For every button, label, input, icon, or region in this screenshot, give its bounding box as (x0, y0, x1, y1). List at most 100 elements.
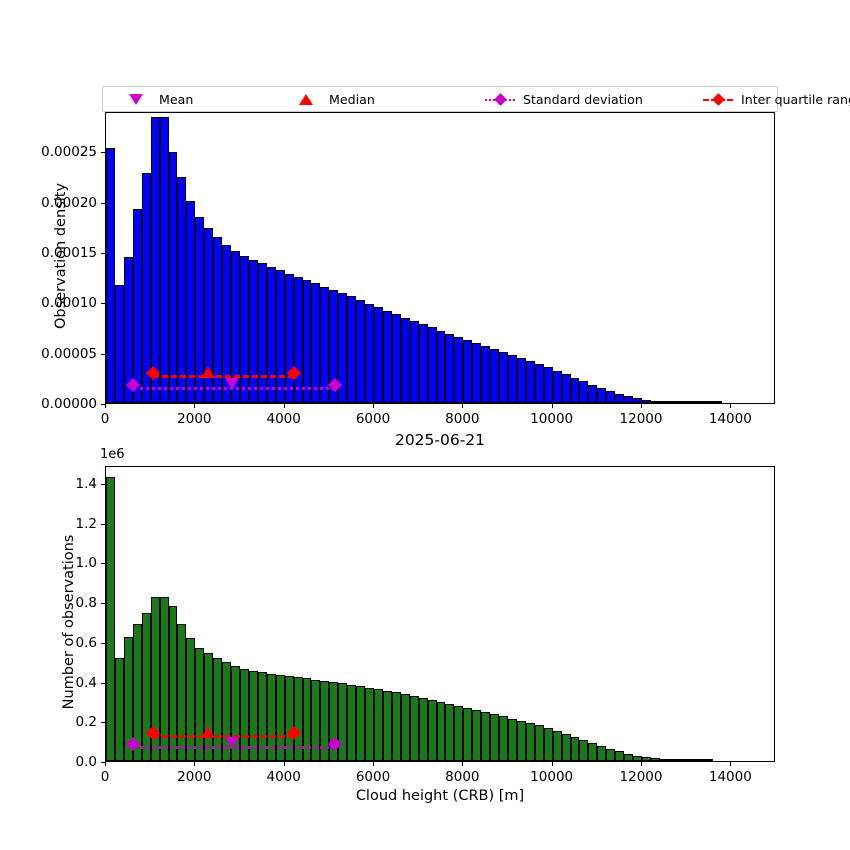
histogram-bar (615, 751, 625, 761)
y-tick-label: 0.00005 (41, 345, 97, 362)
y-tick-mark (101, 353, 105, 355)
legend-entry-inter-quartile-range[interactable]: Inter quartile range (703, 87, 850, 111)
histogram-bar (570, 736, 580, 761)
histogram-bar (177, 623, 187, 761)
histogram-bar (400, 694, 410, 761)
histogram-bar (686, 759, 696, 761)
histogram-bar (436, 701, 446, 761)
histogram-bar (633, 755, 642, 761)
x-tick-mark (373, 404, 375, 408)
histogram-bar (668, 759, 678, 761)
histogram-bar (481, 345, 491, 403)
legend-label: Mean (159, 91, 194, 107)
x-tick-label: 12000 (619, 411, 663, 427)
histogram-bar (248, 670, 258, 761)
histogram-bar (275, 270, 285, 403)
histogram-bar (123, 636, 133, 761)
y-tick-mark (101, 563, 105, 565)
histogram-bar (695, 759, 705, 761)
y-tick-label: 0.00015 (41, 244, 97, 261)
x-tick-label: 14000 (708, 769, 752, 785)
histogram-bar (508, 354, 517, 403)
histogram-bar (588, 384, 598, 403)
y-tick-mark (101, 603, 105, 605)
histogram-bar (365, 687, 374, 761)
y-tick-label: 1.0 (75, 555, 97, 572)
histogram-bar (525, 723, 535, 761)
histogram-bar (159, 117, 169, 403)
y-tick-label: 1.4 (75, 475, 97, 492)
x-tick-label: 6000 (355, 411, 391, 427)
legend-label: Standard deviation (523, 91, 643, 107)
stat-line (152, 734, 294, 738)
histogram-bar (141, 172, 151, 403)
legend-label: Median (329, 91, 375, 107)
histogram-bar (114, 657, 124, 761)
y-tick-label: 1.2 (75, 515, 97, 532)
histogram-bar (463, 707, 473, 761)
histogram-bar (624, 753, 634, 761)
histogram-bars-density (106, 113, 774, 403)
x-tick-mark (641, 762, 643, 766)
histogram-bar (543, 367, 553, 403)
histogram-bar (490, 348, 500, 403)
histogram-bar (677, 401, 687, 403)
legend-entry-median[interactable]: Median (291, 87, 375, 111)
histogram-bar (257, 672, 267, 761)
histogram-bar (650, 400, 660, 403)
histogram-bar (579, 739, 589, 761)
histogram-bar (633, 398, 642, 403)
histogram-bar (686, 401, 696, 403)
histogram-bar (525, 360, 535, 403)
mean-marker (224, 378, 239, 391)
legend-marker-diamond-icon (485, 91, 515, 107)
histogram-bar (570, 377, 580, 403)
histogram-bar (231, 250, 240, 403)
y-tick-mark (101, 303, 105, 305)
x-tick-mark (730, 404, 732, 408)
histogram-bar (445, 333, 455, 403)
histogram-bar (186, 637, 196, 761)
histogram-bar (552, 730, 562, 761)
x-tick-label: 4000 (266, 769, 301, 785)
histogram-bar (168, 152, 178, 403)
histogram-bar (695, 401, 705, 403)
histogram-bar (642, 757, 651, 761)
histogram-bar (222, 661, 232, 761)
histogram-bars-counts (106, 467, 774, 761)
histogram-bar (409, 320, 419, 403)
histogram-bar (311, 679, 321, 761)
histogram-bar (320, 286, 330, 403)
histogram-bar (141, 613, 151, 761)
histogram-bar (499, 351, 508, 403)
histogram-bar (257, 263, 267, 403)
histogram-bar (561, 374, 571, 403)
y-tick-label: 0.4 (75, 674, 97, 691)
histogram-bar (365, 303, 374, 403)
histogram-bar (231, 665, 240, 761)
histogram-bar (329, 681, 339, 761)
histogram-bar (356, 300, 366, 403)
histogram-bar (588, 742, 598, 761)
histogram-bar (356, 685, 366, 761)
legend-entry-mean[interactable]: Mean (121, 87, 193, 111)
histogram-bar (293, 276, 303, 403)
histogram-bar (516, 357, 526, 403)
histogram-bar (266, 267, 276, 403)
y-tick-mark (101, 483, 105, 485)
histogram-bar (704, 759, 714, 761)
histogram-bar (534, 725, 544, 761)
x-tick-mark (105, 404, 107, 408)
histogram-bar (677, 759, 687, 761)
histogram-bar (347, 296, 357, 403)
y-tick-mark (101, 523, 105, 525)
histogram-bar (418, 697, 428, 761)
histogram-bar (338, 683, 348, 761)
y-axis-offset-text-counts: 1e6 (100, 447, 125, 462)
y-tick-mark (101, 762, 105, 764)
x-tick-label: 14000 (708, 411, 752, 427)
legend-entry-standard-deviation[interactable]: Standard deviation (485, 87, 643, 111)
legend-marker-triangle-up-icon (291, 91, 321, 107)
histogram-bar (472, 342, 482, 403)
